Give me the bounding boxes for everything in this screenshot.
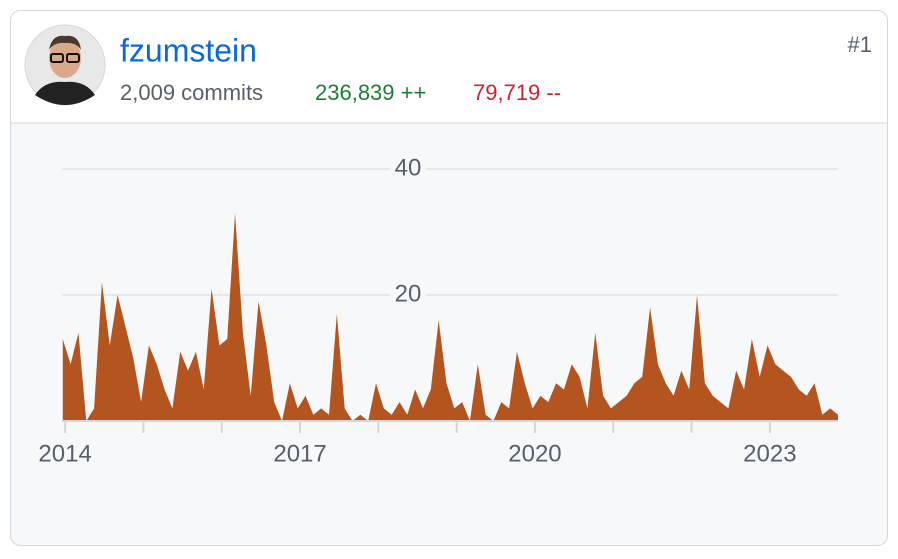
- deletions: 79,719 --: [473, 80, 561, 105]
- x-tick-label: 2014: [38, 440, 91, 467]
- avatar[interactable]: [24, 24, 106, 106]
- additions: 236,839 ++: [315, 80, 426, 105]
- x-tick-label: 2017: [273, 440, 326, 467]
- x-tick-label: 2020: [508, 440, 561, 467]
- username-link[interactable]: fzumstein: [120, 32, 257, 68]
- commit-area: [62, 213, 839, 421]
- rank: #1: [848, 32, 872, 57]
- chart-background: [10, 123, 888, 546]
- card-border: [10, 10, 888, 546]
- y-tick-label-background: [390, 156, 426, 182]
- y-tick-label-background: [390, 282, 426, 308]
- commit-count: 2,009 commits: [120, 80, 263, 105]
- y-tick-label: 40: [395, 154, 422, 181]
- y-tick-label: 20: [395, 280, 422, 307]
- x-tick-label: 2023: [743, 440, 796, 467]
